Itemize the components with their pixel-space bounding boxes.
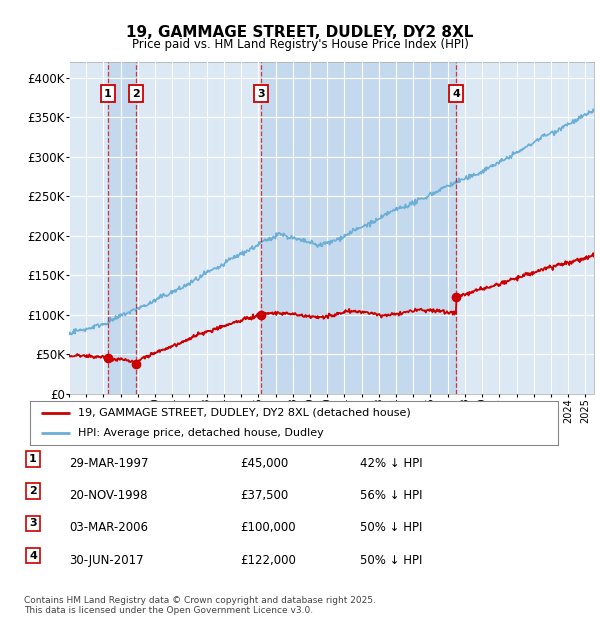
Text: 56% ↓ HPI: 56% ↓ HPI [360, 489, 422, 502]
Text: 20-NOV-1998: 20-NOV-1998 [69, 489, 148, 502]
Text: 2: 2 [132, 89, 140, 99]
Text: 4: 4 [452, 89, 460, 99]
Text: 1: 1 [29, 454, 37, 464]
Text: 03-MAR-2006: 03-MAR-2006 [69, 521, 148, 534]
Bar [107, 62, 136, 394]
Text: £37,500: £37,500 [240, 489, 288, 502]
Text: £100,000: £100,000 [240, 521, 296, 534]
Text: Price paid vs. HM Land Registry's House Price Index (HPI): Price paid vs. HM Land Registry's House … [131, 38, 469, 51]
Text: 3: 3 [29, 518, 37, 528]
Text: 42% ↓ HPI: 42% ↓ HPI [360, 457, 422, 470]
Text: £122,000: £122,000 [240, 554, 296, 567]
Text: 3: 3 [257, 89, 265, 99]
Text: 1: 1 [104, 89, 112, 99]
Text: 19, GAMMAGE STREET, DUDLEY, DY2 8XL (detached house): 19, GAMMAGE STREET, DUDLEY, DY2 8XL (det… [77, 407, 410, 418]
Bar [261, 62, 456, 394]
Text: Contains HM Land Registry data © Crown copyright and database right 2025.
This d: Contains HM Land Registry data © Crown c… [24, 596, 376, 615]
Text: 50% ↓ HPI: 50% ↓ HPI [360, 521, 422, 534]
Text: 50% ↓ HPI: 50% ↓ HPI [360, 554, 422, 567]
Text: 30-JUN-2017: 30-JUN-2017 [69, 554, 143, 567]
Text: 19, GAMMAGE STREET, DUDLEY, DY2 8XL: 19, GAMMAGE STREET, DUDLEY, DY2 8XL [127, 25, 473, 40]
Text: 29-MAR-1997: 29-MAR-1997 [69, 457, 149, 470]
Text: £45,000: £45,000 [240, 457, 288, 470]
Text: HPI: Average price, detached house, Dudley: HPI: Average price, detached house, Dudl… [77, 428, 323, 438]
Text: 2: 2 [29, 486, 37, 496]
Text: 4: 4 [29, 551, 37, 560]
